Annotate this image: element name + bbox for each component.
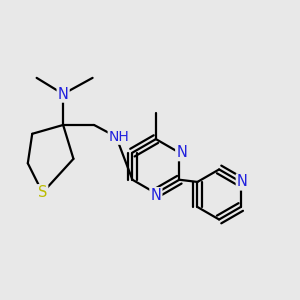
Text: N: N	[237, 174, 248, 189]
Text: S: S	[38, 185, 47, 200]
Text: N: N	[176, 145, 187, 160]
Text: NH: NH	[109, 130, 130, 144]
Text: N: N	[151, 188, 161, 203]
Text: N: N	[58, 87, 69, 102]
